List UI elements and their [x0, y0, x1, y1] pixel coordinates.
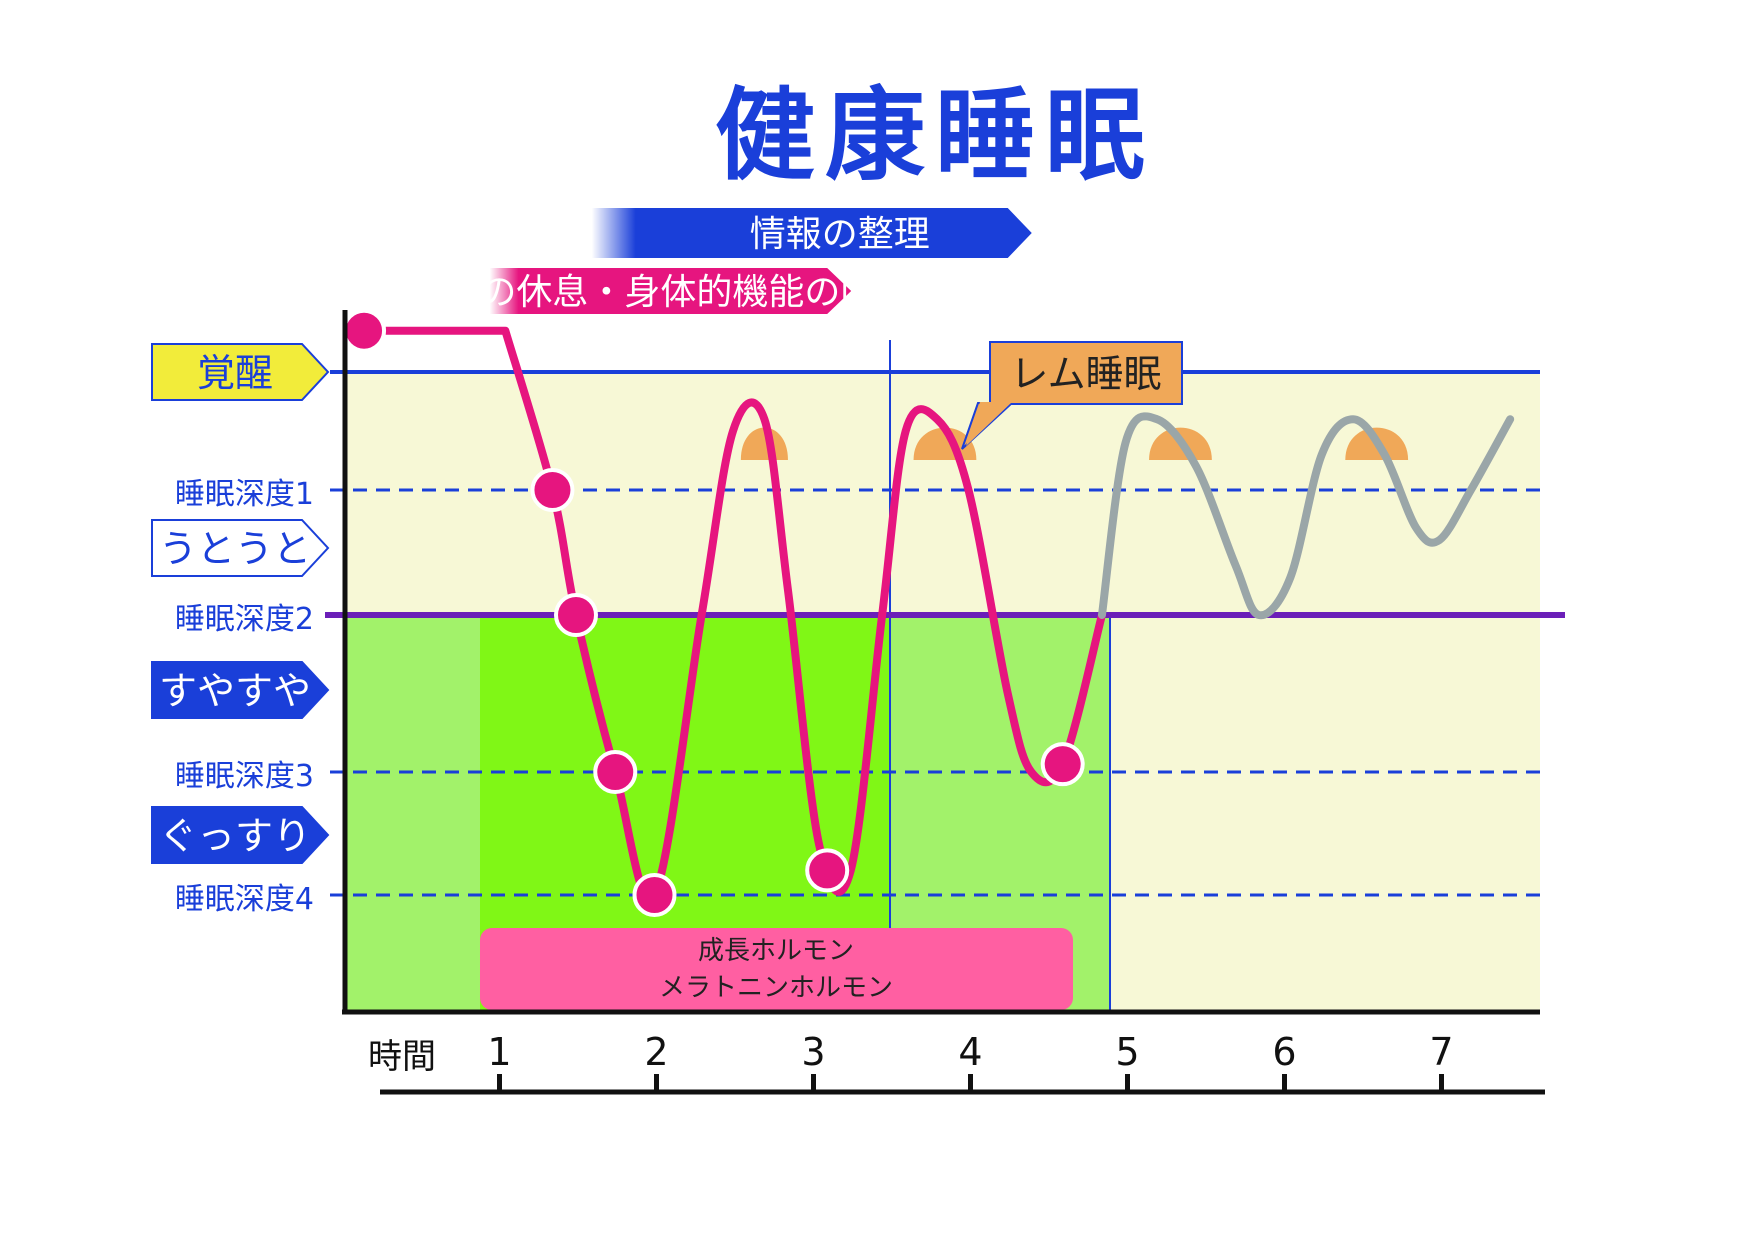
y-label-depth-1: 睡眠深度1 [175, 477, 314, 512]
state-tag-4 [151, 806, 330, 864]
state-tag-2 [151, 519, 330, 577]
banner-label-2: 脳の休息・身体的機能の回復 [444, 272, 912, 313]
sleep-marker-6 [805, 848, 850, 893]
state-tag-3 [151, 661, 330, 719]
rem-periods [740, 427, 1409, 460]
sleep-marker-5 [632, 873, 677, 917]
state-tag-label-2: うとうと [159, 527, 311, 571]
sleep-depth-line-later [1097, 412, 1515, 620]
x-tick-label-3: 3 [801, 1030, 825, 1074]
hormone-line-1: 成長ホルモン [698, 936, 854, 966]
banner-2 [489, 268, 852, 314]
sleep-marker-2 [530, 468, 575, 512]
state-tag-label-4: ぐっすり [159, 814, 311, 858]
sleep-marker-1 [342, 308, 387, 353]
state-tag-1 [151, 343, 330, 401]
state-tag-label-3: すやすや [159, 669, 311, 713]
x-tick-label-5: 5 [1115, 1030, 1139, 1074]
y-label-depth-4: 睡眠深度4 [175, 882, 314, 917]
rem-annotation: レム睡眠 [961, 341, 1183, 450]
sleep-markers [342, 308, 1085, 917]
x-tick-label-1: 1 [487, 1030, 511, 1074]
banner-label-1: 情報の整理 [750, 214, 930, 255]
y-label-depth-2: 睡眠深度2 [175, 602, 314, 637]
sleep-marker-7 [1040, 742, 1085, 787]
y-level-labels: 睡眠深度1 睡眠深度2 睡眠深度3 睡眠深度4 [175, 477, 314, 917]
rem-annotation-label: レム睡眠 [1010, 352, 1161, 396]
x-tick-label-7: 7 [1429, 1030, 1453, 1074]
hormone-line-2: メラトニンホルモン [659, 973, 893, 1003]
banner-1 [591, 208, 1032, 258]
hormone-box: 成長ホルモン メラトニンホルモン [480, 928, 1073, 1010]
x-tick-label-6: 6 [1272, 1030, 1296, 1074]
x-ticks: 1 2 3 4 5 6 7 [487, 1030, 1454, 1092]
sleep-marker-4 [593, 750, 638, 794]
x-tick-label-4: 4 [958, 1030, 982, 1074]
x-tick-label-2: 2 [644, 1030, 668, 1074]
rem-period-1 [740, 427, 788, 460]
sleep-marker-3 [554, 593, 598, 637]
x-axis-label: 時間 [368, 1037, 436, 1077]
y-label-depth-3: 睡眠深度3 [175, 759, 314, 794]
state-tag-label-1: 覚醒 [197, 351, 273, 395]
chart-title: 健康睡眠 [715, 77, 1155, 194]
